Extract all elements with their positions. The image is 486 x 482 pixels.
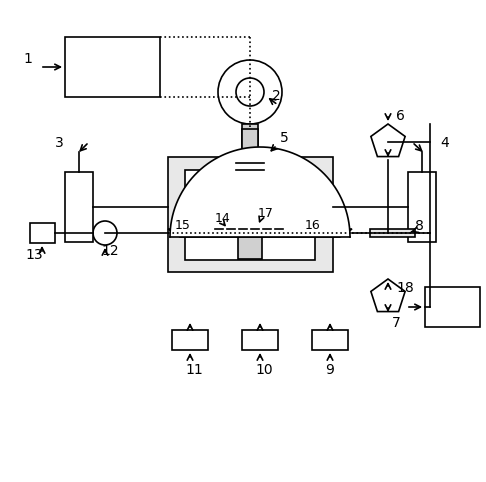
Text: 16: 16 [305,219,321,232]
Bar [174,212,184,222]
Polygon shape [371,124,405,157]
Polygon shape [371,279,405,311]
Bar [238,229,262,259]
Text: 1: 1 [23,52,32,66]
Bar [185,170,315,260]
Text: 9: 9 [325,363,334,377]
Text: 3: 3 [55,136,64,150]
Bar [312,330,348,350]
Bar [408,172,436,242]
Text: 5: 5 [280,131,289,145]
Bar [425,287,480,327]
Bar [311,205,316,229]
Text: 7: 7 [392,316,401,330]
Bar [65,172,93,242]
Text: 18: 18 [396,281,414,295]
Polygon shape [170,147,350,237]
Text: 2: 2 [272,89,281,103]
Bar [370,229,415,237]
Bar [184,205,189,229]
Bar [242,129,258,179]
Bar [316,212,326,222]
Circle shape [236,78,264,106]
Text: 17: 17 [258,207,274,220]
Bar [243,229,257,235]
Bar [242,124,258,147]
Text: 14: 14 [215,212,231,225]
Bar [236,155,264,177]
Bar [168,157,333,272]
Text: 13: 13 [25,248,43,262]
Text: 12: 12 [101,244,119,258]
Text: 11: 11 [185,363,203,377]
Bar [65,37,160,97]
Bar [172,330,208,350]
Circle shape [218,60,282,124]
Polygon shape [168,229,352,237]
Text: 6: 6 [396,109,405,123]
Text: 4: 4 [440,136,449,150]
Text: 8: 8 [415,219,424,233]
Bar [242,330,278,350]
Bar [30,223,55,243]
Text: 10: 10 [255,363,273,377]
Circle shape [93,221,117,245]
Text: 15: 15 [175,219,191,232]
